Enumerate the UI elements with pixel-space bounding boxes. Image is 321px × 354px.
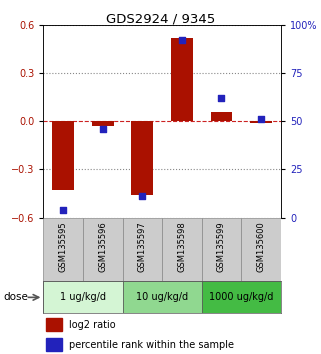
Bar — [92, 121, 114, 126]
Text: GSM135599: GSM135599 — [217, 221, 226, 272]
Bar — [241, 218, 281, 281]
Bar — [52, 121, 74, 190]
Point — [258, 116, 264, 122]
Point — [100, 126, 105, 132]
Bar — [131, 121, 153, 195]
Text: dose: dose — [3, 292, 28, 302]
Bar — [123, 281, 202, 313]
Text: GSM135600: GSM135600 — [256, 221, 265, 272]
Bar — [43, 281, 123, 313]
Bar — [46, 338, 62, 351]
Text: 10 ug/kg/d: 10 ug/kg/d — [136, 292, 188, 302]
Bar — [46, 318, 62, 331]
Bar — [202, 281, 281, 313]
Text: GDS2924 / 9345: GDS2924 / 9345 — [106, 12, 215, 25]
Text: 1 ug/kg/d: 1 ug/kg/d — [60, 292, 106, 302]
Bar — [83, 218, 123, 281]
Bar — [43, 218, 83, 281]
Text: log2 ratio: log2 ratio — [69, 320, 116, 330]
Text: GSM135597: GSM135597 — [138, 221, 147, 272]
Point — [219, 95, 224, 101]
Bar — [123, 218, 162, 281]
Text: GSM135596: GSM135596 — [98, 221, 107, 272]
Point — [61, 207, 66, 213]
Bar — [171, 38, 193, 121]
Bar — [162, 218, 202, 281]
Text: percentile rank within the sample: percentile rank within the sample — [69, 340, 234, 350]
Text: GSM135598: GSM135598 — [178, 221, 187, 272]
Bar — [202, 218, 241, 281]
Bar — [250, 121, 272, 123]
Point — [140, 194, 145, 199]
Text: GSM135595: GSM135595 — [59, 221, 68, 272]
Point — [179, 38, 185, 43]
Text: 1000 ug/kg/d: 1000 ug/kg/d — [209, 292, 273, 302]
Bar — [211, 112, 232, 121]
